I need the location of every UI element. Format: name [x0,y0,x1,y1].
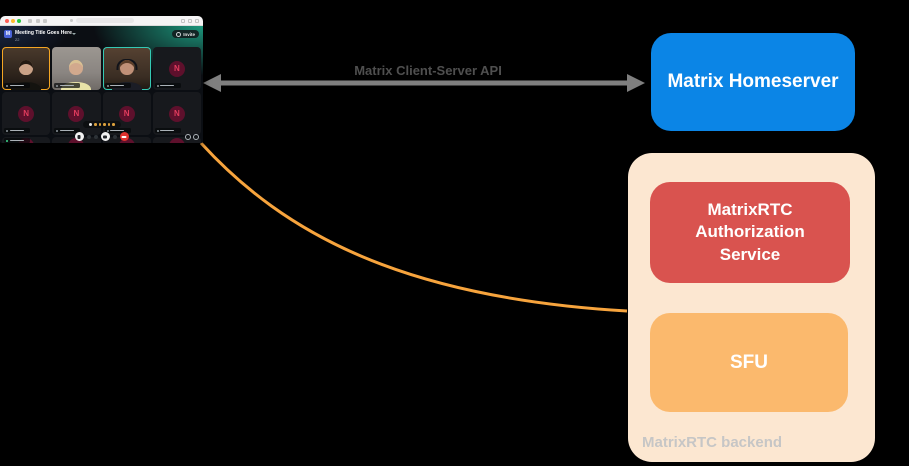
call-client-screenshot: M Meeting Title Goes Here 22 Invite [0,16,203,143]
participant-avatar: N [118,105,135,122]
sfu-label: SFU [730,351,768,373]
reaction-icon[interactable] [103,123,106,126]
shield-icon [70,19,73,22]
forward-icon[interactable] [43,18,47,23]
reactions-bar[interactable] [82,121,121,128]
mic-icon [77,134,81,139]
app-logo: M [4,30,12,38]
camera-icon [103,135,107,138]
participant-name-badge [4,128,30,133]
new-tab-icon[interactable] [188,18,192,23]
participant-name-badge [104,128,131,133]
participant-avatar: N [18,105,35,122]
participant-avatar: N [68,105,85,122]
video-tile[interactable]: N [2,137,51,143]
camera-button[interactable] [100,132,110,141]
meeting-title: Meeting Title Goes Here [15,30,72,36]
link-icon [176,31,182,37]
homeserver-box: Matrix Homeserver [651,33,855,131]
tab-overview-icon[interactable] [195,18,199,23]
api-arrow-label: Matrix Client-Server API [354,63,502,78]
layout-switcher [185,134,199,140]
hangup-button[interactable] [119,132,129,141]
participant-count: 22 [15,37,20,42]
participant-name-badge [54,83,81,88]
video-tile[interactable]: N [152,47,201,90]
speaking-indicator [6,139,8,142]
video-grid: N N N N N [2,47,201,143]
participant-avatar: N [168,138,185,143]
minimize-window-icon[interactable] [11,18,15,23]
auth-service-box: MatrixRTC Authorization Service [650,182,850,283]
chevron-down-icon[interactable] [72,32,76,35]
mic-button[interactable] [74,132,84,141]
reaction-icon[interactable] [88,122,92,127]
settings-button[interactable] [112,134,117,139]
backend-container: MatrixRTC Authorization Service SFU Matr… [628,153,875,462]
video-tile[interactable]: N [102,92,151,135]
video-tile[interactable] [52,47,101,90]
auth-service-label: MatrixRTC Authorization Service [695,200,805,264]
spotlight-layout-button[interactable] [193,134,199,140]
reaction-icon[interactable] [94,123,97,126]
browser-chrome [0,16,203,26]
participant-name-badge [104,83,131,88]
video-tile[interactable] [2,47,51,90]
video-tile[interactable]: N [2,92,51,135]
video-tile[interactable] [102,47,151,90]
video-tile[interactable]: N [52,92,101,135]
reaction-icon[interactable] [107,123,110,126]
invite-button-label: Invite [183,31,195,37]
video-tile[interactable]: N [152,137,201,143]
sidebar-icon[interactable] [28,18,32,23]
close-window-icon[interactable] [5,18,9,23]
participant-name-badge [54,128,81,133]
address-bar[interactable] [76,18,134,23]
reaction-icon[interactable] [98,123,101,126]
back-icon[interactable] [36,18,40,23]
screenshare-button[interactable] [86,134,91,139]
grid-layout-button[interactable] [185,134,191,140]
participant-avatar: N [168,105,185,122]
arrowhead-right-icon [627,74,645,92]
participant-name-badge [154,83,181,88]
raise-hand-button[interactable] [93,134,98,139]
reaction-icon[interactable] [112,123,115,126]
participant-name-badge [4,138,30,143]
share-icon[interactable] [181,18,185,23]
hangup-icon [121,135,127,138]
participant-name-badge [4,83,30,88]
sfu-box: SFU [650,313,848,412]
participant-avatar: N [168,60,185,77]
call-header: M Meeting Title Goes Here 22 Invite [4,29,199,45]
invite-button[interactable]: Invite [172,30,199,38]
call-controls [74,132,129,141]
call-app: M Meeting Title Goes Here 22 Invite [0,26,203,143]
arrowhead-left-icon [203,74,221,92]
zoom-window-icon[interactable] [17,18,21,23]
media-connection-curve [199,141,628,313]
homeserver-label: Matrix Homeserver [667,71,839,92]
participant-name-badge [154,128,181,133]
video-tile[interactable]: N [152,92,201,135]
participant-avatar: N [118,138,135,143]
backend-container-label: MatrixRTC backend [642,434,783,451]
